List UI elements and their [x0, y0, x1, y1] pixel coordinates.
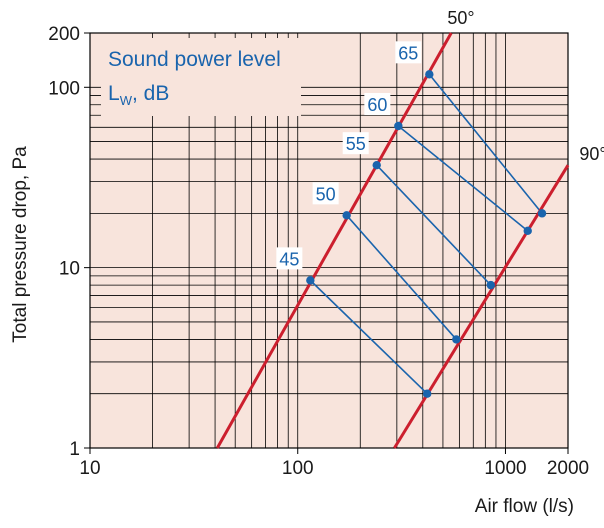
y-tick-label: 200 [48, 24, 80, 45]
level-label-text: 50 [316, 184, 336, 204]
angle-label-1: 50° [447, 8, 474, 28]
level-label-bg [276, 247, 303, 270]
legend-unit: LW, dB [108, 82, 169, 108]
level-label-bg [312, 182, 339, 205]
data-points [306, 70, 547, 398]
x-tick-label: 1000 [484, 458, 526, 479]
y-tick-label: 1 [69, 439, 80, 460]
y-axis-label: Total pressure drop, Pa [10, 146, 31, 343]
y-tick-label: 100 [48, 78, 80, 99]
data-point-45-2 [423, 389, 432, 398]
level-line-60 [397, 125, 529, 232]
x-tick-label: 10 [79, 458, 100, 479]
data-point-50-1 [342, 211, 351, 220]
level-label-65: 65 [395, 41, 422, 64]
level-line-50 [346, 214, 457, 340]
data-point-45-1 [306, 276, 315, 285]
legend: Sound power level LW, dB [101, 38, 301, 116]
plot-frame [89, 32, 569, 449]
angle-line-1 [215, 32, 453, 449]
level-series [309, 73, 543, 395]
data-point-65-1 [425, 70, 434, 79]
level-label-45: 45 [276, 247, 303, 270]
level-label-bg [364, 93, 391, 116]
data-point-60-1 [394, 121, 403, 131]
y-tick-label: 10 [59, 259, 80, 280]
angle-label-2: 90° [579, 144, 604, 164]
x-tick-label: 100 [282, 458, 314, 479]
data-point-60-2 [523, 226, 532, 236]
level-label-text: 65 [398, 43, 418, 63]
x-axis-label: Air flow (l/s) [475, 496, 574, 517]
legend-unit-rest: , dB [132, 82, 169, 105]
data-point-50-2 [452, 335, 461, 344]
level-label-bg [395, 41, 422, 64]
legend-background [101, 38, 301, 116]
legend-unit-main: L [108, 82, 120, 105]
level-label-text: 55 [346, 134, 366, 154]
level-line-65 [428, 73, 543, 214]
level-label-55: 55 [342, 132, 369, 155]
legend-unit-sub: W [120, 93, 133, 108]
data-point-65-2 [537, 209, 547, 218]
level-label-text: 45 [279, 249, 299, 269]
level-label-bg [342, 132, 369, 155]
x-tick-label: 2000 [547, 458, 589, 479]
level-line-55 [376, 164, 492, 286]
legend-title: Sound power level [108, 48, 281, 71]
data-point-55-1 [372, 160, 381, 170]
level-label-text: 60 [367, 95, 387, 115]
level-label-50: 50 [312, 182, 339, 205]
data-point-55-2 [486, 280, 496, 290]
level-label-60: 60 [364, 93, 391, 116]
level-line-45 [309, 279, 428, 395]
